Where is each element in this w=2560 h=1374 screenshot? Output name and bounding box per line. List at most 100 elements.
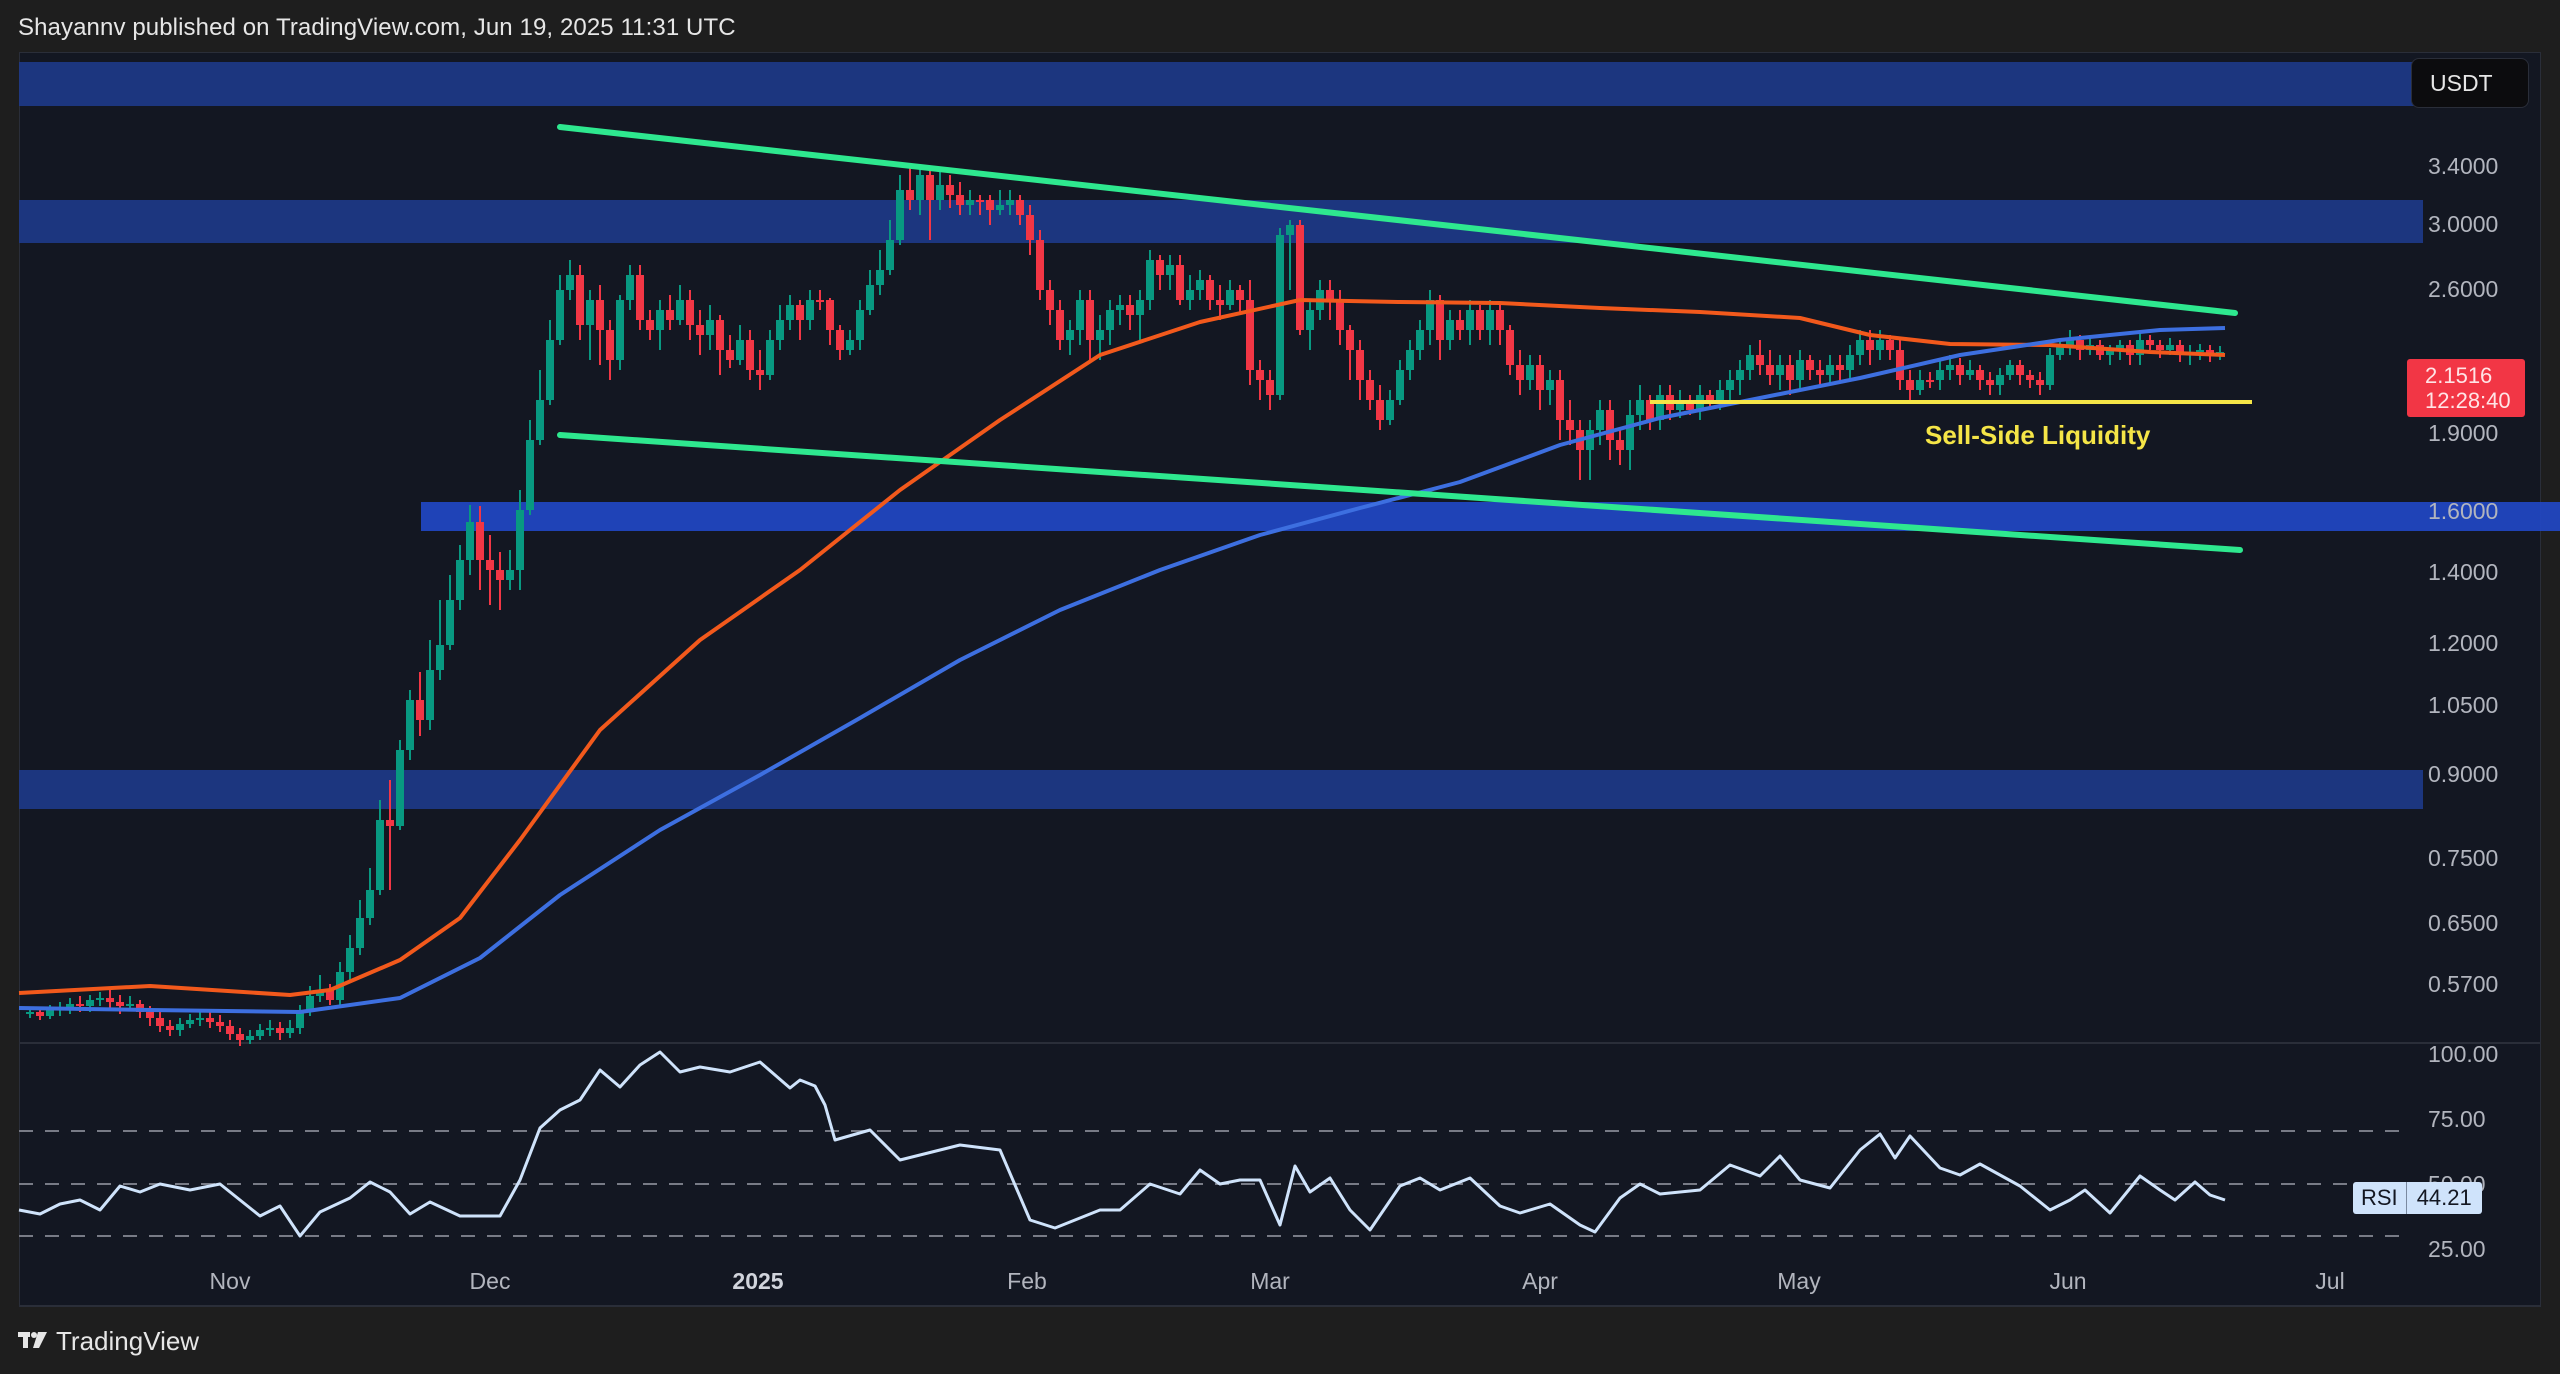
candle-body [96, 998, 104, 1000]
ma200-line [18, 326, 2226, 1014]
candle-body [516, 510, 524, 570]
candle-body [856, 310, 864, 340]
candle-body [1776, 365, 1784, 375]
price-tick-label: 1.4000 [2428, 559, 2499, 585]
candle-body [936, 185, 944, 200]
candle-body [1166, 265, 1174, 275]
candle-body [966, 200, 974, 205]
price-tick-label: 3.4000 [2428, 153, 2499, 179]
candle-body [626, 275, 634, 300]
currency-button[interactable]: USDT [2411, 58, 2529, 108]
candle-body [1756, 355, 1764, 365]
publish-info: Shayannv published on TradingView.com, J… [18, 14, 736, 41]
candle-body [1236, 290, 1244, 300]
candle-body [646, 320, 654, 330]
candle-body [616, 300, 624, 360]
candle-body [256, 1030, 264, 1036]
price-tick-label: 1.9000 [2428, 420, 2499, 446]
candle-body [476, 522, 484, 560]
candle-body [1076, 300, 1084, 330]
candle-body [1366, 380, 1374, 400]
candle-body [2036, 380, 2044, 385]
candle-body [1486, 310, 1494, 330]
candle-body [2056, 345, 2064, 355]
candle-body [2046, 355, 2054, 385]
candle-body [606, 330, 614, 360]
candle-body [426, 670, 434, 720]
lower-trendline [557, 432, 2243, 553]
candle-body [536, 400, 544, 440]
candle-body [1096, 330, 1104, 340]
candle-body [1876, 340, 1884, 350]
time-tick-label: Dec [469, 1268, 511, 1294]
time-tick-label: Apr [1522, 1268, 1558, 1294]
candle-body [586, 300, 594, 325]
candle-body [1736, 370, 1744, 380]
candle-body [1056, 310, 1064, 340]
candle-body [886, 240, 894, 270]
candle-body [1646, 400, 1654, 420]
price-tick-label: 0.9000 [2428, 761, 2499, 787]
candle-body [1926, 380, 1934, 382]
candle-body [896, 190, 904, 240]
candle-body [1126, 305, 1134, 315]
candle-body [1226, 290, 1234, 305]
candle-body [216, 1022, 224, 1026]
candle-body [656, 310, 664, 330]
candle-body [796, 305, 804, 320]
candle-body [276, 1028, 284, 1033]
candle-body [186, 1020, 194, 1024]
candle-body [1676, 400, 1684, 410]
candle-body [986, 200, 994, 210]
candle-body [1326, 290, 1334, 300]
candle-body [1906, 380, 1914, 390]
candle-body [2136, 340, 2144, 355]
candle-body [376, 820, 384, 890]
candle-body [926, 175, 934, 200]
time-tick-label: Nov [209, 1268, 251, 1294]
candle-body [636, 275, 644, 320]
candle-body [296, 1010, 304, 1028]
candle-body [156, 1018, 164, 1026]
candle-body [2076, 340, 2084, 350]
candle-body [1716, 390, 1724, 400]
candle-body [1146, 260, 1154, 300]
candle-body [146, 1012, 154, 1018]
candle-body [916, 175, 924, 200]
candle-body [766, 340, 774, 375]
candle-body [86, 1000, 94, 1006]
zone-rect [19, 62, 2423, 106]
candle-body [66, 1004, 74, 1008]
candle-body [2166, 345, 2174, 350]
candle-body [266, 1028, 274, 1030]
candle-body [356, 918, 364, 948]
candle-body [2116, 345, 2124, 350]
candle-body [836, 330, 844, 350]
zone-rect [421, 502, 2560, 531]
candle-body [1996, 375, 2004, 385]
tradingview-brand[interactable]: TradingView [18, 1326, 199, 1357]
candle-body [36, 1012, 44, 1016]
candle-body [1186, 290, 1194, 300]
candle-body [396, 750, 404, 826]
candle-body [1456, 320, 1464, 330]
candle-body [546, 340, 554, 400]
candle-body [1656, 395, 1664, 420]
candle-body [1976, 370, 1984, 380]
candle-body [816, 300, 824, 302]
candle-body [46, 1010, 54, 1016]
candle-body [1526, 365, 1534, 380]
time-tick-label: Mar [1250, 1268, 1290, 1294]
candle-body [696, 325, 704, 335]
candle-body [2026, 375, 2034, 380]
candle-body [1616, 440, 1624, 450]
candle-body [1036, 240, 1044, 290]
candle-body [176, 1024, 184, 1030]
candle-body [716, 320, 724, 350]
candle-body [1406, 350, 1414, 370]
rsi-tick-label: 75.00 [2428, 1106, 2486, 1132]
price-tick-label: 0.7500 [2428, 845, 2499, 871]
last-price: 2.1516 [2425, 363, 2493, 388]
candle-body [1746, 355, 1754, 370]
